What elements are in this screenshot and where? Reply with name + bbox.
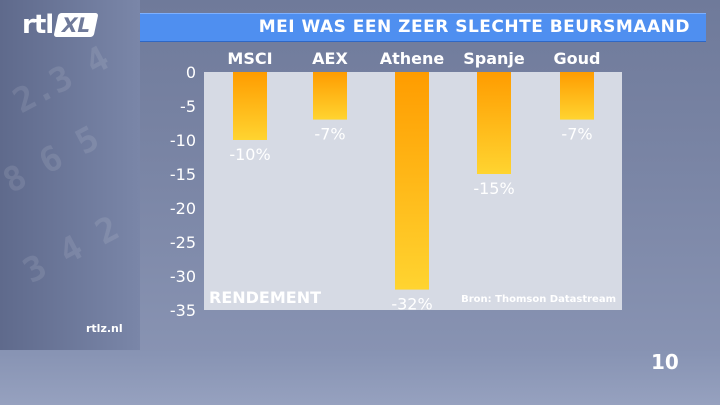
chart-title: MEI WAS EEN ZEER SLECHTE BEURSMAAND (258, 17, 690, 37)
category-label: AEX (312, 49, 348, 68)
y-tick-label: -15 (170, 165, 196, 184)
y-tick-label: -25 (170, 233, 196, 252)
channel-logo: rtl XL (22, 10, 99, 40)
bar-msci (233, 72, 267, 140)
data-label: -7% (314, 125, 345, 144)
y-tick-label: -35 (170, 301, 196, 320)
y-tick-label: -10 (170, 131, 196, 150)
y-tick-label: -5 (180, 97, 196, 116)
category-label: Goud (554, 49, 601, 68)
bottom-band (0, 350, 720, 405)
left-decor-panel: 2.3 4 8 6 5 3 4 2 (0, 0, 140, 405)
y-axis-label: RENDEMENT (209, 288, 321, 307)
y-tick-label: -20 (170, 199, 196, 218)
title-bar: MEI WAS EEN ZEER SLECHTE BEURSMAAND (140, 13, 706, 42)
logo-rtl: rtl (22, 10, 54, 40)
data-label: -15% (473, 179, 514, 198)
data-label: -32% (391, 295, 432, 314)
y-tick-label: -30 (170, 267, 196, 286)
data-label: -10% (229, 145, 270, 164)
bar-aex (313, 72, 347, 120)
category-label: Athene (380, 49, 445, 68)
bar-goud (560, 72, 594, 120)
category-label: Spanje (463, 49, 525, 68)
bar-spanje (477, 72, 511, 174)
data-label: -7% (561, 125, 592, 144)
bar-athene (395, 72, 429, 290)
source-label: Bron: Thomson Datastream (461, 294, 616, 305)
site-url: rtlz.nl (86, 322, 123, 335)
y-tick-label: 0 (186, 63, 196, 82)
category-label: MSCI (227, 49, 272, 68)
page-number: 10 (651, 350, 679, 374)
